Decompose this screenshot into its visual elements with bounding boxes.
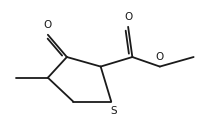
Text: S: S: [110, 106, 117, 116]
Text: O: O: [124, 12, 132, 22]
Text: O: O: [156, 52, 164, 62]
Text: O: O: [44, 20, 52, 30]
